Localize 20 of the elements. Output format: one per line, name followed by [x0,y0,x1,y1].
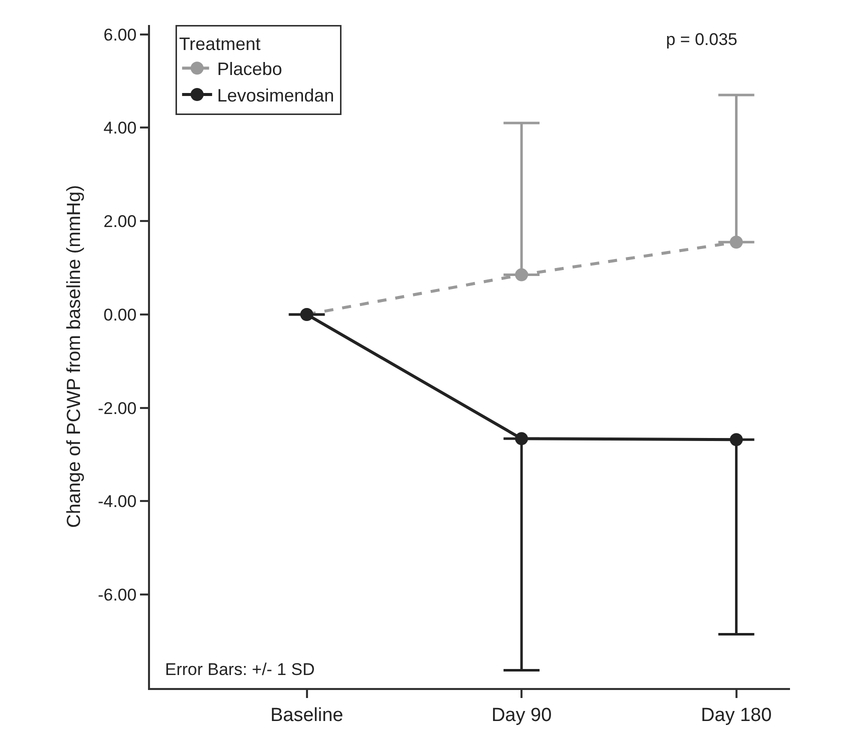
legend-title: Treatment [179,34,260,54]
y-tick-label: 6.00 [104,25,137,44]
legend-label: Placebo [217,59,282,80]
y-tick-label: -2.00 [98,398,137,418]
y-tick-label: 0.00 [104,305,137,324]
point [730,236,743,249]
point [730,433,743,446]
x-tick-label: Day 90 [491,704,552,726]
point [515,268,528,282]
y-axis-title: Change of PCWP from baseline (mmHg) [64,185,86,528]
annotation: p = 0.035 [666,30,738,49]
y-tick-label: -4.00 [98,492,137,512]
legend-label: Levosimendan [217,86,334,106]
x-tick-label: Baseline [270,704,344,726]
y-tick-label: 2.00 [104,212,137,232]
y-tick-label: -6.00 [98,586,137,605]
y-tick-label: 4.00 [104,118,137,138]
x-tick-label: Day 180 [700,704,772,726]
point [515,432,528,446]
annotation: Error Bars: +/- 1 SD [165,660,315,679]
